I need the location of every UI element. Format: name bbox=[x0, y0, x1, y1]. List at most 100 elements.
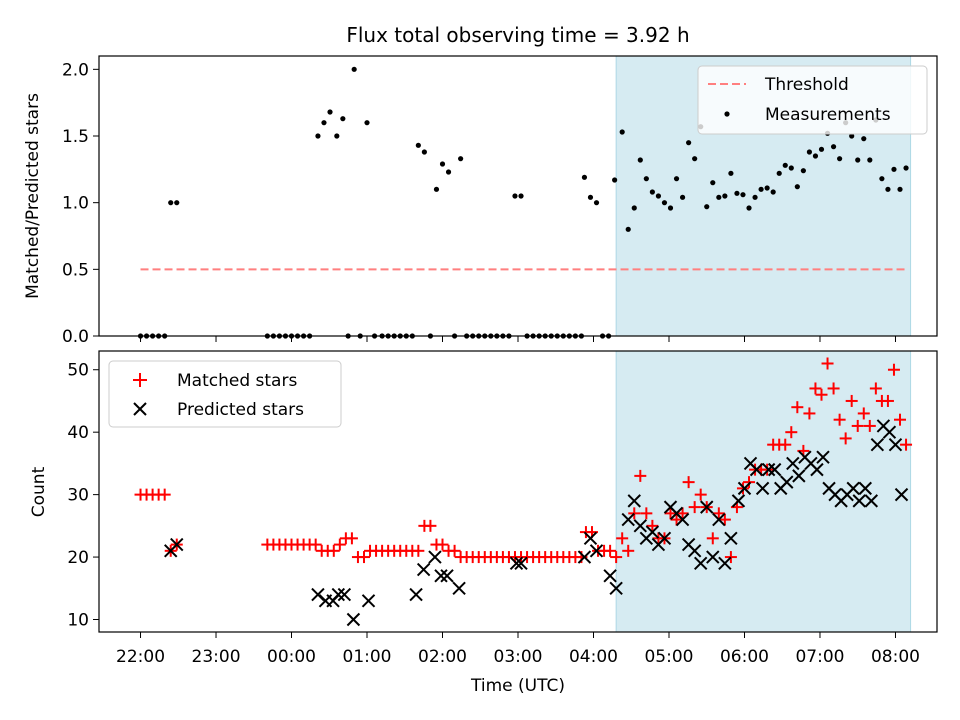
measurement-point bbox=[518, 193, 524, 199]
legend-predicted-swatch bbox=[133, 402, 147, 416]
legend-measurements-swatch bbox=[724, 111, 730, 117]
matched-star-marker bbox=[646, 519, 659, 532]
matched-star-marker bbox=[158, 488, 171, 501]
matched-star-marker bbox=[791, 401, 804, 414]
predicted-star-marker bbox=[331, 587, 346, 602]
measurement-point bbox=[679, 194, 686, 200]
top-y-ticks: 0.0 0.5 1.0 1.5 2.0 bbox=[62, 60, 99, 347]
bottom-legend: Matched stars Predicted stars bbox=[108, 360, 342, 428]
x-tick-label: 04:00 bbox=[569, 647, 618, 667]
y-tick-label: 2.0 bbox=[62, 60, 89, 80]
x-tick-label: 03:00 bbox=[494, 647, 543, 667]
predicted-star-marker bbox=[337, 587, 352, 602]
measurement-point bbox=[686, 140, 692, 146]
measurement-point bbox=[458, 156, 464, 162]
measurement-point bbox=[415, 142, 421, 148]
chart-title: Flux total observing time = 3.92 h bbox=[346, 23, 689, 47]
measurement-point bbox=[692, 156, 698, 162]
matched-star-marker bbox=[724, 551, 737, 564]
predicted-star-marker bbox=[700, 500, 714, 514]
matched-star-marker bbox=[436, 538, 449, 551]
x-tick-label: 22:00 bbox=[116, 647, 165, 667]
x-tick-label: 07:00 bbox=[795, 647, 844, 667]
matched-star-marker bbox=[881, 394, 894, 407]
measurement-point bbox=[770, 189, 776, 195]
measurement-point bbox=[710, 180, 716, 186]
predicted-star-marker bbox=[609, 581, 623, 595]
matched-star-marker bbox=[694, 488, 707, 501]
top-panel: 0.00.51.01.52.0 Matched/Predicted stars … bbox=[23, 55, 938, 347]
predicted-star-marker bbox=[706, 550, 720, 564]
matched-star-marker bbox=[640, 507, 653, 520]
predicted-star-marker bbox=[737, 481, 752, 496]
measurement-point bbox=[837, 156, 843, 162]
x-tick-label: 02:00 bbox=[418, 647, 467, 667]
predicted-star-marker bbox=[434, 569, 448, 583]
predicted-star-marker bbox=[603, 569, 617, 583]
matched-star-marker bbox=[706, 532, 719, 545]
matched-star-marker bbox=[863, 419, 876, 432]
bottom-x-ticks: 22:00 23:00 00:00 01:00 02:00 03:00 04:00 05:00… bbox=[116, 632, 920, 667]
x-tick-label: 01:00 bbox=[343, 647, 392, 667]
y-tick-label: 1.0 bbox=[62, 194, 89, 214]
matched-star-marker bbox=[845, 394, 858, 407]
measurement-point bbox=[439, 161, 446, 167]
measurement-point bbox=[722, 193, 728, 199]
measurement-point bbox=[794, 184, 800, 190]
matched-star-marker bbox=[712, 507, 725, 520]
y-tick-label: 40 bbox=[67, 423, 89, 443]
measurement-point bbox=[740, 192, 746, 198]
measurement-point bbox=[830, 144, 837, 150]
top-legend: Threshold Measurements bbox=[697, 65, 928, 135]
measurement-point bbox=[734, 190, 740, 196]
predicted-star-marker bbox=[718, 556, 732, 571]
measurement-point bbox=[631, 205, 637, 211]
measurement-point bbox=[643, 176, 649, 182]
matched-star-marker bbox=[412, 544, 425, 557]
measurement-point bbox=[897, 186, 903, 192]
matched-star-marker bbox=[448, 544, 461, 557]
predicted-star-marker bbox=[894, 487, 909, 502]
measurement-point bbox=[174, 200, 180, 206]
measurement-point bbox=[168, 200, 174, 206]
predicted-star-marker bbox=[767, 462, 782, 477]
top-x-ticks bbox=[140, 336, 896, 342]
predicted-star-marker bbox=[361, 594, 376, 608]
measurement-point bbox=[587, 194, 594, 200]
predicted-star-marker bbox=[452, 581, 466, 595]
measurement-point bbox=[903, 165, 909, 171]
matched-star-marker bbox=[815, 388, 828, 401]
matched-star-marker bbox=[809, 382, 822, 395]
matched-star-marker bbox=[761, 463, 774, 476]
predicted-star-marker bbox=[627, 494, 641, 508]
matched-star-marker bbox=[628, 507, 641, 520]
top-y-axis-label: Matched/Predicted stars bbox=[23, 93, 43, 299]
bottom-panel: 10 20 30 40 50 22:00 23:00 00:00 01:00 02:00 03:0… bbox=[29, 350, 938, 696]
predicted-star-marker bbox=[657, 531, 672, 546]
measurement-point bbox=[758, 186, 764, 192]
measurement-point bbox=[776, 170, 782, 176]
measurement-point bbox=[445, 169, 452, 175]
predicted-star-marker bbox=[346, 612, 361, 627]
measurement-point bbox=[891, 166, 897, 172]
measurement-point bbox=[849, 133, 855, 139]
measurement-point bbox=[673, 176, 680, 182]
measurement-point bbox=[806, 149, 813, 155]
measurement-point bbox=[433, 186, 440, 192]
measurement-point bbox=[800, 168, 806, 174]
predicted-star-marker bbox=[440, 569, 454, 583]
measurement-point bbox=[764, 185, 770, 191]
y-tick-label: 0.5 bbox=[62, 260, 89, 280]
predicted-star-marker bbox=[864, 494, 879, 508]
predicted-star-marker bbox=[416, 562, 431, 577]
predicted-star-marker bbox=[409, 587, 423, 602]
predicted-star-marker bbox=[852, 494, 866, 508]
measurement-point bbox=[655, 193, 662, 199]
matched-star-marker bbox=[900, 438, 913, 451]
legend-predicted-label: Predicted stars bbox=[177, 400, 304, 420]
y-tick-label: 10 bbox=[67, 611, 89, 631]
y-tick-label: 50 bbox=[67, 361, 89, 381]
measurement-point bbox=[728, 170, 734, 176]
measurement-point bbox=[782, 162, 788, 168]
